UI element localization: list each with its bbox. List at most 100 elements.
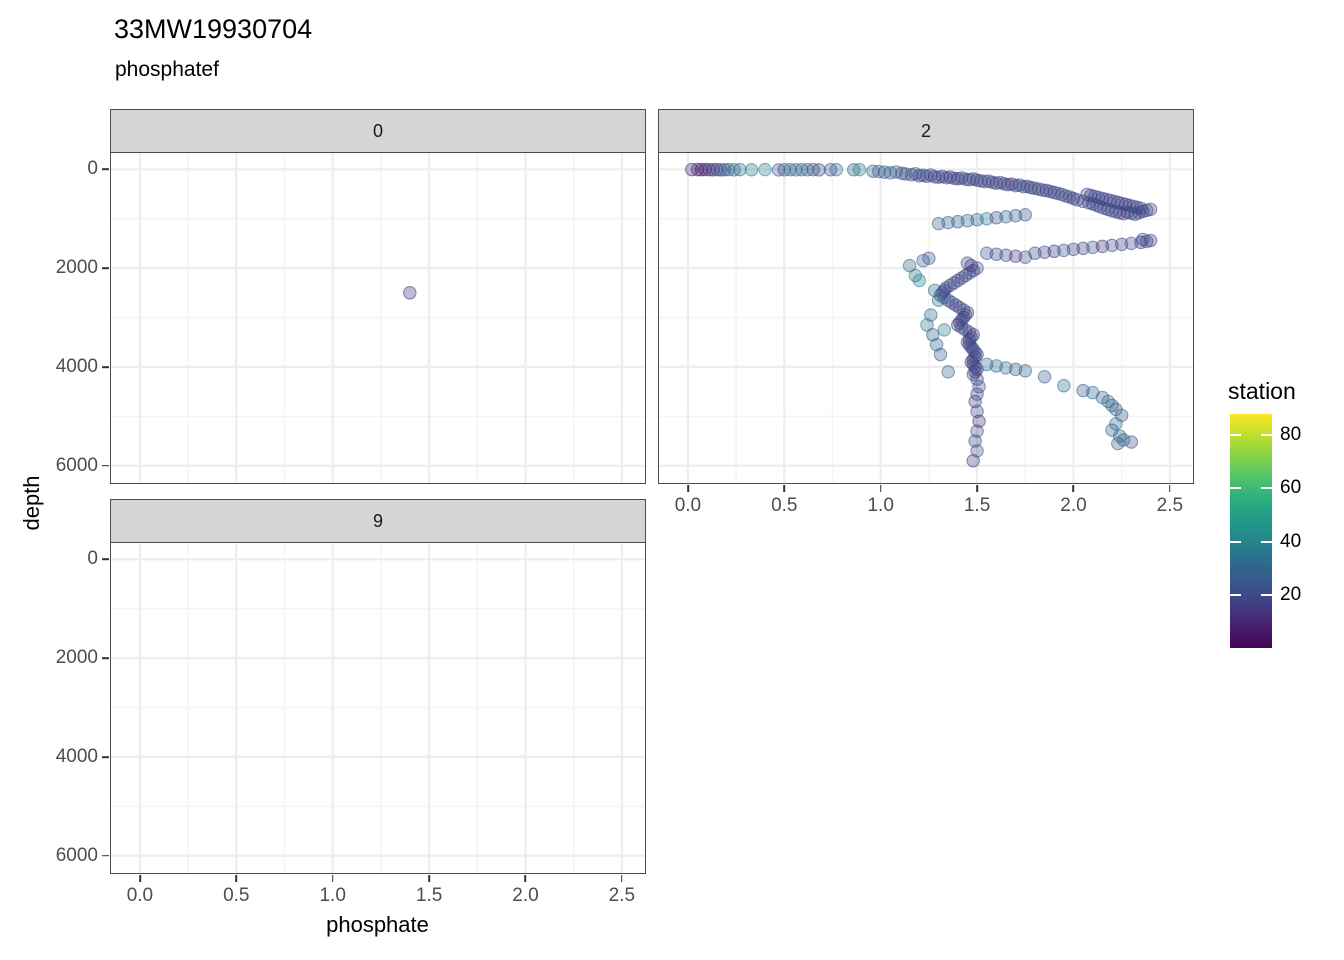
data-point <box>979 246 994 261</box>
data-point <box>951 214 965 229</box>
data-point <box>989 210 1004 225</box>
legend-tick-label: 20 <box>1280 583 1302 605</box>
data-point <box>941 215 955 230</box>
data-point <box>717 162 732 177</box>
legend-tick-mark <box>1230 540 1241 543</box>
data-point <box>949 298 963 312</box>
y-axis-tick-label: 6000 <box>55 844 98 866</box>
x-axis-title: phosphate <box>326 912 429 937</box>
scatter-points <box>111 543 645 873</box>
data-point <box>733 162 747 177</box>
x-axis-tick-label: 0.0 <box>126 885 154 906</box>
data-point <box>999 209 1013 224</box>
data-point <box>1105 398 1119 413</box>
data-point <box>962 266 977 280</box>
x-axis-tick-mark <box>879 485 882 492</box>
y-axis-tick-mark <box>102 657 109 659</box>
x-axis-tick-mark <box>687 485 689 492</box>
data-point <box>1076 241 1090 256</box>
y-axis-tick-label: 4000 <box>55 355 98 377</box>
data-point <box>970 212 984 227</box>
legend-tick-mark <box>1230 487 1241 490</box>
data-point <box>1018 208 1033 222</box>
data-point <box>966 263 980 278</box>
data-point <box>1095 239 1110 254</box>
page-title: 33MW19930704 <box>114 14 313 44</box>
x-axis-tick-label: 1.5 <box>415 885 443 906</box>
data-point <box>951 273 965 288</box>
x-axis-tick-mark <box>235 875 238 882</box>
x-axis-tick-label: 0.5 <box>223 885 250 906</box>
data-point <box>924 308 938 322</box>
facet-strip-label-9: 9 <box>110 499 646 543</box>
y-axis-tick-mark <box>102 558 109 561</box>
data-point <box>1008 249 1023 263</box>
data-point <box>937 323 952 337</box>
legend-tick-mark <box>1230 434 1241 437</box>
x-axis-tick-label: 0.0 <box>674 495 702 516</box>
facet-panel-2: 2 <box>658 109 1194 484</box>
data-point <box>908 268 923 283</box>
data-point <box>812 163 826 177</box>
x-axis-tick-label: 1.5 <box>963 495 991 516</box>
data-point <box>694 162 709 177</box>
data-point <box>403 286 417 300</box>
plot-panel-0 <box>110 152 646 484</box>
data-point <box>925 328 940 342</box>
facet-strip-label-2: 2 <box>658 109 1194 153</box>
data-point <box>1124 435 1139 449</box>
data-point <box>1109 416 1123 431</box>
data-point <box>1047 244 1061 259</box>
data-point <box>945 295 959 310</box>
x-axis-tick-label: 2.5 <box>1156 495 1184 516</box>
x-axis-tick-mark <box>621 875 623 882</box>
data-point <box>1028 246 1042 261</box>
data-point <box>902 258 917 273</box>
data-point <box>951 318 965 332</box>
legend-tick-mark <box>1261 593 1272 596</box>
data-point <box>970 261 984 275</box>
data-point <box>972 414 986 428</box>
data-point <box>931 293 946 307</box>
data-point <box>954 271 969 285</box>
x-axis-tick-mark <box>976 485 978 492</box>
data-point <box>968 394 982 409</box>
legend-tick-label: 80 <box>1280 424 1302 446</box>
panel-gridlines <box>111 153 645 483</box>
x-axis-tick-mark <box>428 875 430 882</box>
data-point <box>706 163 720 177</box>
legend-tick-mark <box>1261 487 1272 490</box>
x-axis-tick-label: 2.5 <box>608 885 636 906</box>
data-point <box>1136 232 1150 247</box>
y-axis-tick-label: 2000 <box>55 647 98 669</box>
y-axis-tick-label: 6000 <box>55 454 98 476</box>
y-axis-tick-label: 4000 <box>55 745 98 767</box>
data-point <box>929 337 944 352</box>
y-axis-tick-mark <box>102 756 109 758</box>
plot-subtitle: phosphatef <box>115 58 219 81</box>
data-point <box>916 253 930 268</box>
data-point <box>1057 243 1071 258</box>
x-axis-tick-label: 1.0 <box>867 495 894 516</box>
facet-panel-9: 9 <box>110 499 646 874</box>
data-point <box>710 162 724 177</box>
facet-strip-label-0: 0 <box>110 109 646 153</box>
data-point <box>979 211 994 226</box>
data-point <box>933 347 948 362</box>
data-point <box>970 424 984 438</box>
y-axis-tick-label: 2000 <box>55 257 98 279</box>
x-axis-tick-mark <box>524 875 527 882</box>
y-axis-tick-mark <box>102 464 109 467</box>
data-point <box>941 293 955 307</box>
legend-tick-label: 40 <box>1280 530 1302 552</box>
facet-panel-0: 0 <box>110 109 646 484</box>
data-point <box>954 320 969 335</box>
legend-tick-label: 60 <box>1280 477 1302 499</box>
legend-tick-mark <box>1230 593 1241 596</box>
scatter-points <box>403 286 417 300</box>
panel-gridlines <box>111 543 645 873</box>
legend-tick-mark <box>1261 540 1272 543</box>
data-point <box>829 162 844 177</box>
data-point <box>1111 436 1125 451</box>
plot-panel-9 <box>110 542 646 874</box>
